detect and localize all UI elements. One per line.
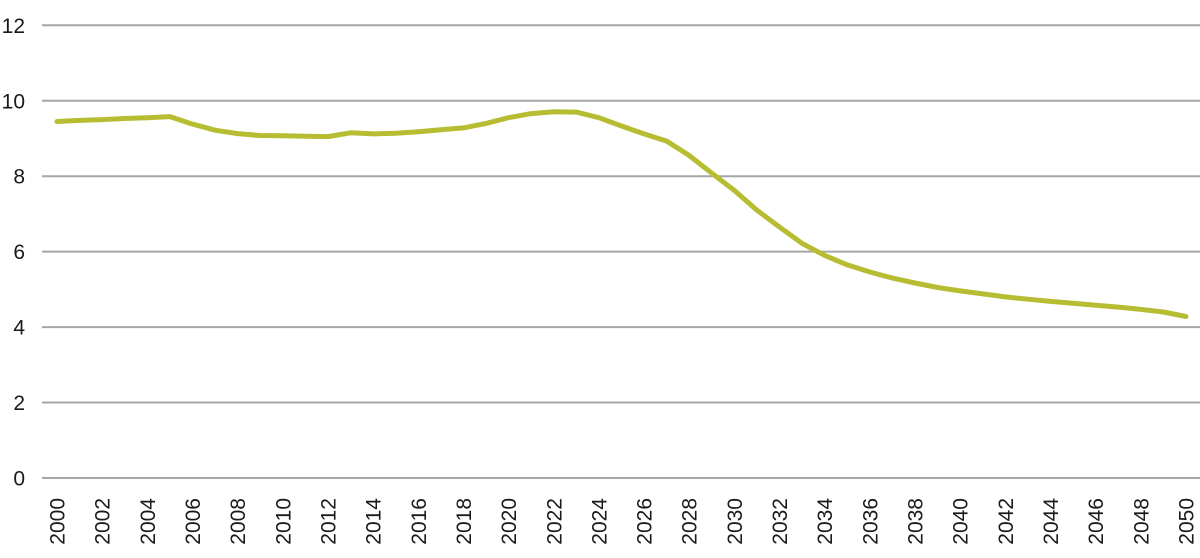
y-axis-tick-label: 0 xyxy=(13,468,25,491)
y-axis-tick-label: 6 xyxy=(13,241,25,264)
x-axis-tick-label: 2040 xyxy=(950,498,973,545)
x-axis-tick-label: 2028 xyxy=(679,498,702,545)
x-axis-tick-label: 2032 xyxy=(769,498,792,545)
x-axis-tick-label: 2044 xyxy=(1040,498,1063,545)
x-axis-tick-label: 2022 xyxy=(543,498,566,545)
y-axis-tick-label: 4 xyxy=(13,317,25,340)
x-axis-tick-label: 2030 xyxy=(724,498,747,545)
x-axis-tick-label: 2004 xyxy=(137,498,160,545)
x-axis-tick-label: 2046 xyxy=(1085,498,1108,545)
x-axis-tick-label: 2036 xyxy=(859,498,882,545)
x-axis-tick-label: 2024 xyxy=(588,498,611,545)
x-axis-tick-label: 2038 xyxy=(905,498,928,545)
x-axis-tick-label: 2048 xyxy=(1130,498,1153,545)
x-axis-tick-label: 2014 xyxy=(363,498,386,545)
x-axis-tick-label: 2026 xyxy=(634,498,657,545)
y-axis-tick-label: 10 xyxy=(2,90,25,113)
x-axis-tick-label: 2050 xyxy=(1176,498,1199,545)
x-axis-tick-label: 2012 xyxy=(317,498,340,545)
x-axis-tick-label: 2000 xyxy=(47,498,70,545)
x-axis-tick-label: 2018 xyxy=(453,498,476,545)
gridlines-group xyxy=(42,24,1200,479)
y-axis-tick-label: 8 xyxy=(13,166,25,189)
data-series-line xyxy=(54,109,1189,319)
y-axis-tick-labels: 0 2 4 6 8 10 12 xyxy=(2,15,26,491)
x-axis-tick-label: 2016 xyxy=(408,498,431,545)
x-axis-tick-label: 2008 xyxy=(227,498,250,545)
y-axis-tick-label: 12 xyxy=(2,15,25,38)
x-axis-tick-label: 2002 xyxy=(92,498,115,545)
x-axis-tick-label: 2010 xyxy=(272,498,295,545)
y-axis-tick-label: 2 xyxy=(13,392,25,415)
x-axis-tick-label: 2034 xyxy=(814,498,837,545)
x-axis-tick-label: 2020 xyxy=(498,498,521,545)
x-axis-tick-label: 2006 xyxy=(182,498,205,545)
x-axis-tick-labels: 2000 2002 2004 2006 2008 2010 2012 2014 2016 2018… xyxy=(47,498,1199,545)
x-axis-tick-label: 2042 xyxy=(995,498,1018,545)
